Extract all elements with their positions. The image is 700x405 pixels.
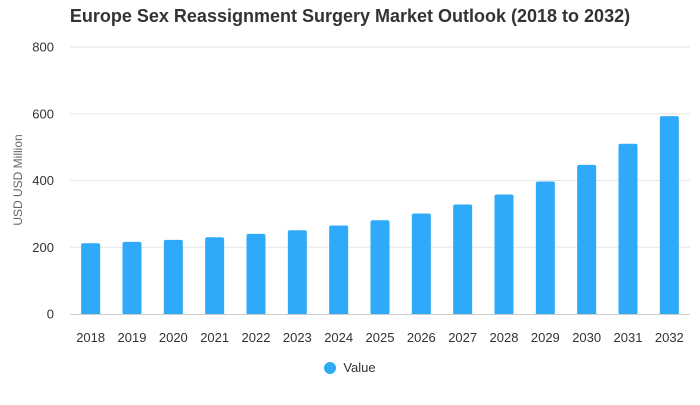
bar-2019[interactable] [122,241,142,314]
bar-2020[interactable] [163,239,183,314]
bar-2024[interactable] [329,225,349,314]
x-tick-label: 2019 [118,330,147,345]
y-tick-label: 0 [47,307,54,322]
y-tick-label: 600 [32,106,54,121]
y-tick-label: 400 [32,173,54,188]
legend-marker [324,361,337,374]
bar-2026[interactable] [411,213,431,314]
y-tick-label: 800 [32,40,54,55]
bar-2025[interactable] [370,220,390,314]
y-axis-label: USD USD Million [11,134,25,225]
x-tick-label: 2023 [283,330,312,345]
bar-2023[interactable] [287,230,307,314]
x-tick-label: 2028 [490,330,519,345]
x-tick-label: 2018 [76,330,105,345]
bar-2018[interactable] [81,243,101,314]
x-tick-label: 2026 [407,330,436,345]
x-tick-label: 2029 [531,330,560,345]
bar-2027[interactable] [453,204,473,314]
bar-2021[interactable] [205,237,225,314]
x-tick-label: 2025 [366,330,395,345]
bar-2030[interactable] [577,164,597,314]
x-tick-label: 2024 [324,330,353,345]
bar-2028[interactable] [494,194,514,314]
x-tick-label: 2030 [572,330,601,345]
chart-title: Europe Sex Reassignment Surgery Market O… [69,6,631,26]
grid-lines [70,46,690,248]
bar-2022[interactable] [246,233,266,314]
x-tick-label: 2020 [159,330,188,345]
bar-2029[interactable] [535,181,555,314]
y-tick-label: 200 [32,240,54,255]
x-tick-label: 2032 [655,330,684,345]
x-axis-ticks: 2018 2019 2020 2021 2022 2023 2024 2025 2026 2027… [76,330,684,345]
y-axis-ticks: 0 200 400 600 800 [32,40,54,322]
x-tick-label: 2022 [242,330,271,345]
bar-2032[interactable] [659,116,679,315]
bar-2031[interactable] [618,143,638,314]
legend: Value [0,360,700,375]
bars [81,116,679,315]
x-tick-label: 2021 [200,330,229,345]
legend-label: Value [343,360,376,375]
x-tick-label: 2031 [614,330,643,345]
x-tick-label: 2027 [448,330,477,345]
